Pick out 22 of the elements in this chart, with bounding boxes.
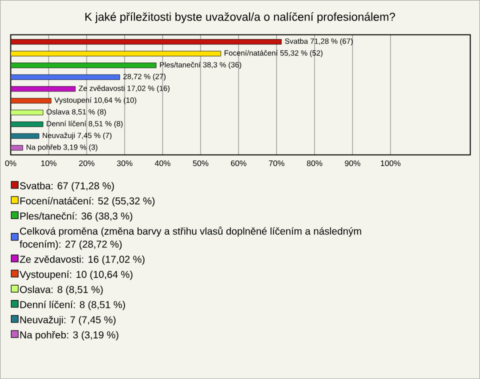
x-tick-label: 0%: [5, 160, 16, 166]
chart-title: K jaké příležitosti byste uvažoval/a o nalíčení profesionálem?: [85, 12, 396, 24]
x-tick-label: 80%: [306, 160, 322, 166]
legend-label: Ples/taneční: 36 (38,3 %): [20, 212, 132, 222]
legend-label: Celková proměna (změna barvy a střihu vlasů doplněné líčením a následným focením): 27 (28,72 %): [20, 226, 362, 250]
x-tick-label: 100%: [380, 160, 400, 166]
x-tick-label: 20%: [79, 160, 94, 166]
x-tick-label: 40%: [154, 160, 170, 166]
x-tick-label: 10%: [41, 160, 56, 166]
legend-label: Focení/natáčení: 52 (55,32 %): [20, 197, 155, 206]
legend-label: Denní líčení: 8 (8,51 %): [20, 300, 125, 310]
x-tick-label: 60%: [230, 160, 246, 166]
legend-label: Neuvažuji: 7 (7,45 %): [20, 316, 116, 326]
legend-label: Na pohřeb: 3 (3,19 %): [20, 331, 118, 340]
legend-label: Svatba: 67 (71,28 %): [20, 182, 114, 192]
legend-label: Ze zvědavosti: 16 (17,02 %): [20, 256, 144, 265]
legend-label: Oslava: 8 (8,51 %): [20, 286, 103, 296]
x-tick-label: 90%: [344, 160, 360, 166]
legend-label: Vystoupení: 10 (10,64 %): [20, 270, 132, 280]
x-tick-label: 50%: [192, 160, 208, 166]
x-tick-label: 30%: [116, 160, 132, 166]
x-tick-label: 70%: [268, 160, 284, 166]
